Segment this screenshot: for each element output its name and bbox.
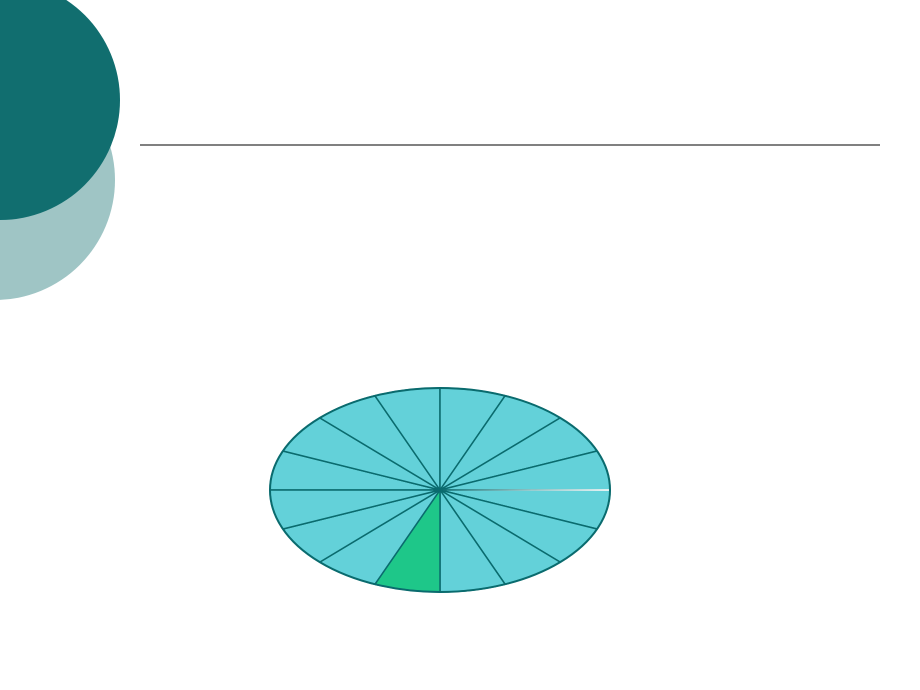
slide-svg — [0, 0, 920, 690]
slide-canvas — [0, 0, 920, 690]
segmented-disc — [270, 388, 610, 592]
